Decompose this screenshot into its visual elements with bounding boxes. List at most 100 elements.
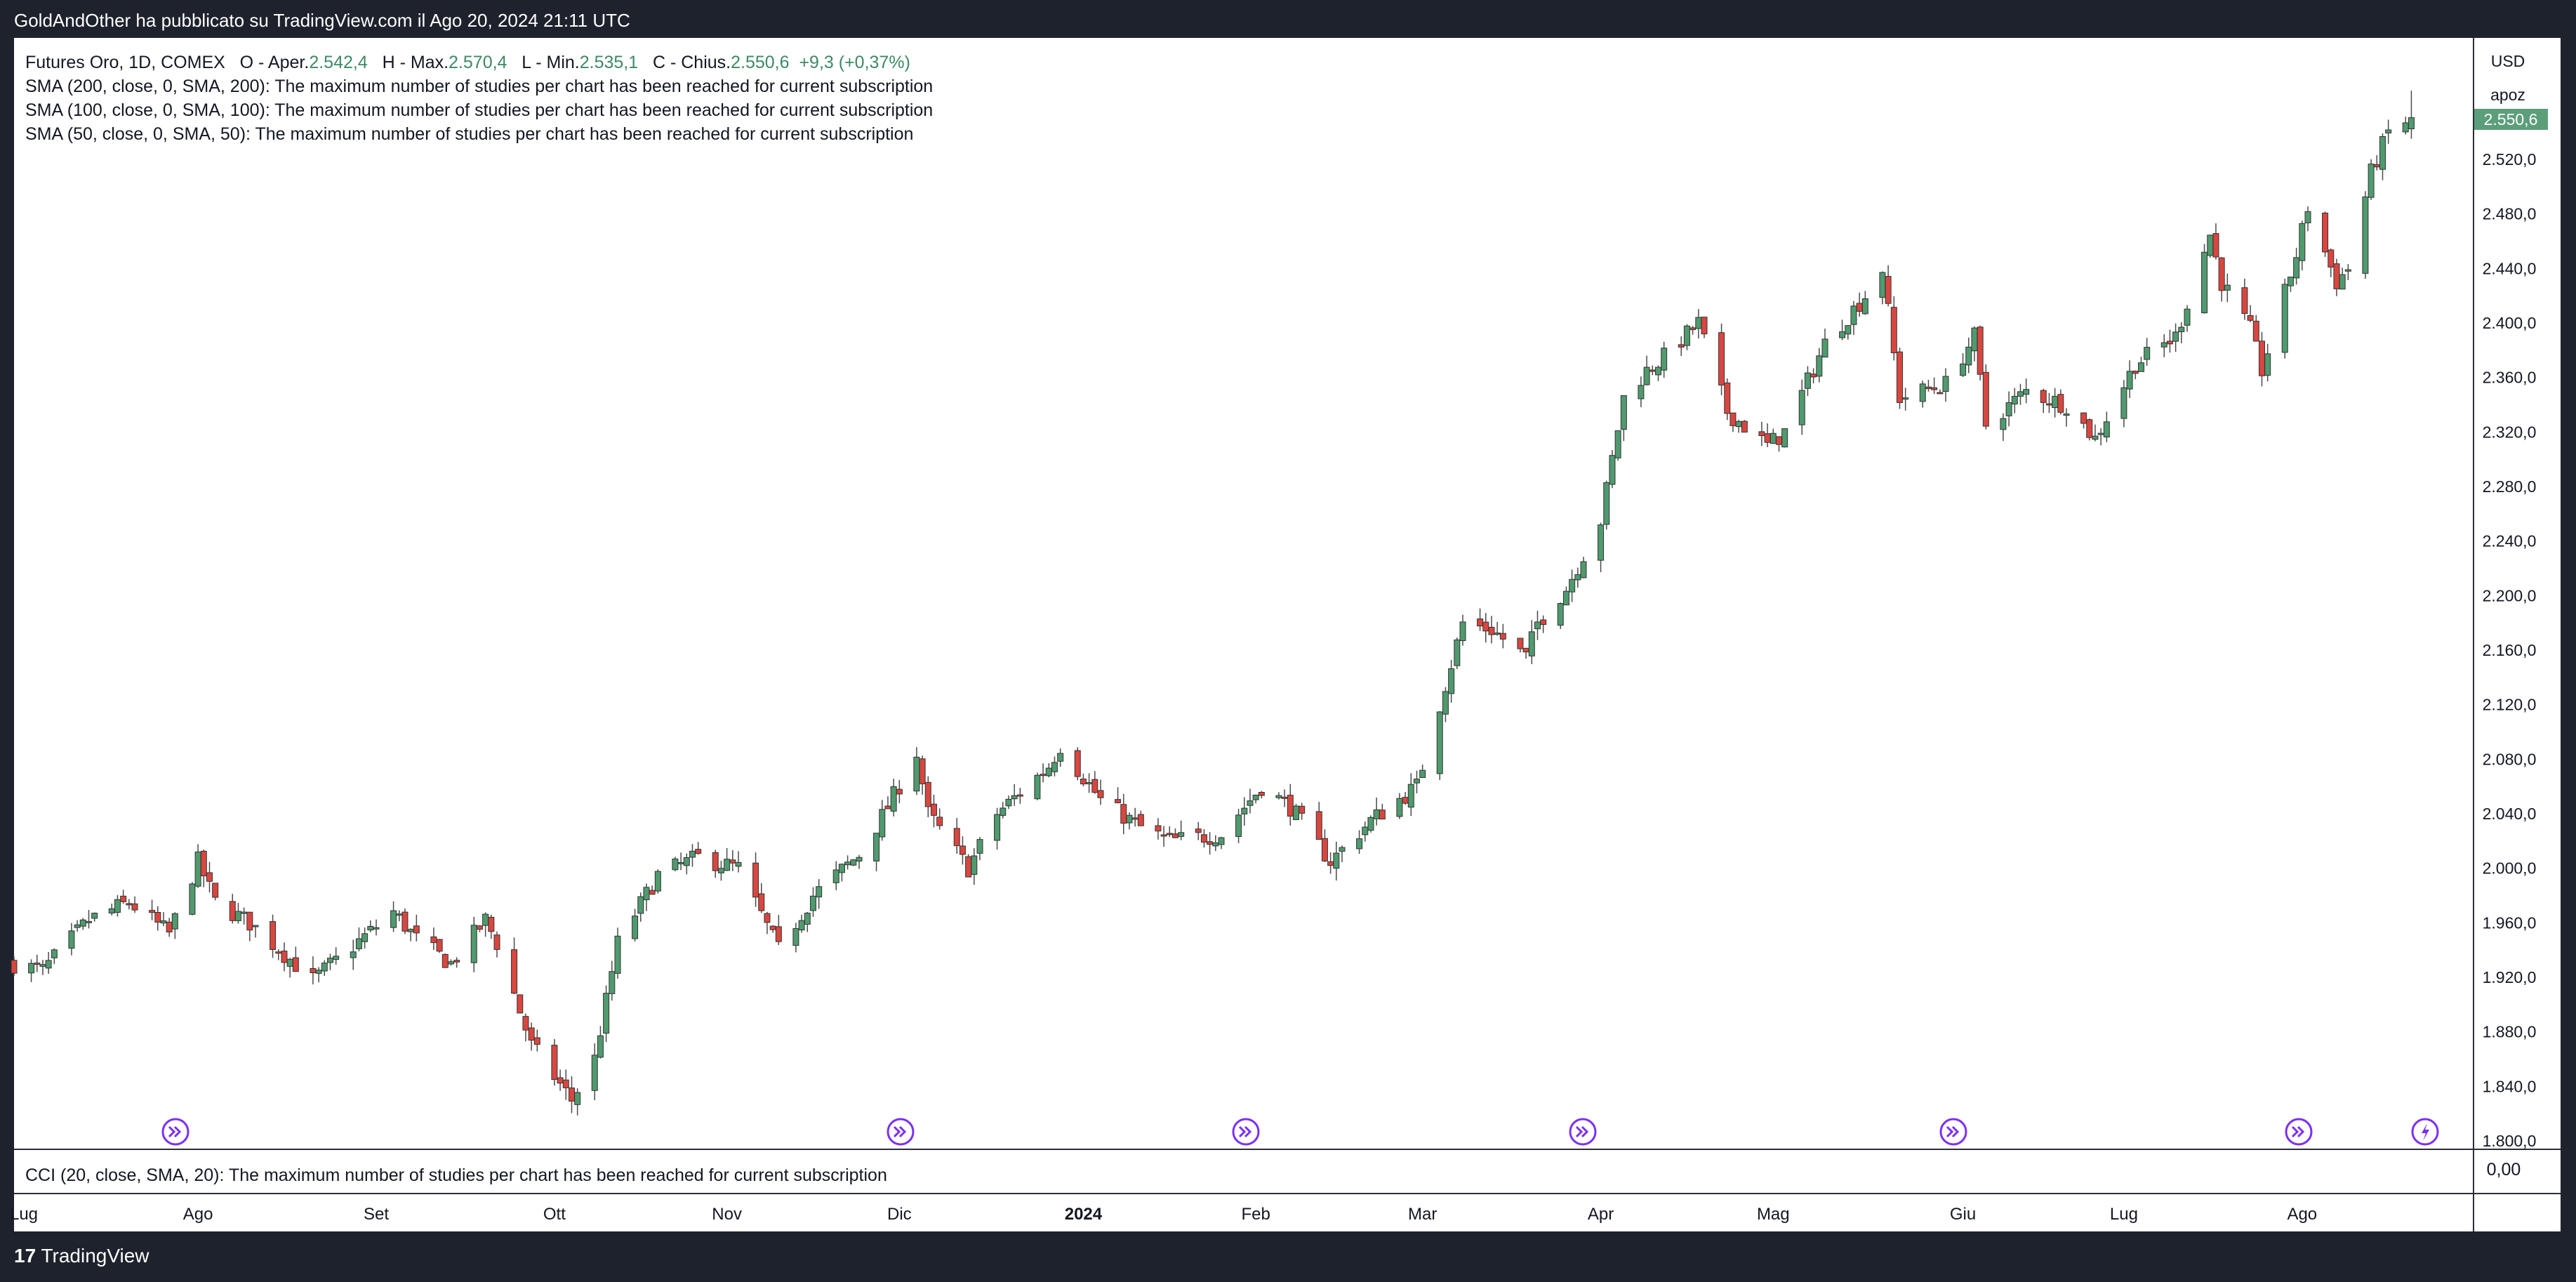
candle [856,854,863,869]
candle-body [1689,327,1697,331]
candle [315,967,322,983]
candle-body [1643,366,1650,385]
candle-body [798,920,805,931]
candle-body [1000,807,1007,816]
candle [1816,348,1823,383]
candle [212,883,219,901]
candle [603,985,610,1043]
candle-body [1200,834,1207,843]
candle-body [1367,817,1374,831]
study-sma-50[interactable]: SMA (50, close, 0, SMA, 50): The maximum… [25,124,914,144]
candle [1436,711,1443,780]
close-label: C - Chius. [652,53,731,72]
candle [1040,763,1047,783]
candle-body [166,921,173,933]
candle [775,915,782,946]
candle-body [373,927,380,930]
candle [994,807,1001,850]
candle-body [1292,805,1299,820]
candle [1016,788,1023,804]
candle-body [672,858,679,871]
candle-body [752,862,759,898]
y-tick-label: 2.120,0 [2483,696,2537,714]
candle-body [1861,298,1868,315]
candle-body [838,864,845,873]
y-tick-label: 2.000,0 [2483,859,2537,878]
candle [160,912,167,927]
candle-body [1333,852,1340,869]
study-cci[interactable]: CCI (20, close, SMA, 20): The maximum nu… [25,1165,887,1185]
candle-body [1454,639,1461,666]
candle-body [850,859,857,866]
candle-body [1315,811,1322,840]
candle [896,779,903,804]
candle [2218,257,2225,302]
candle-body [453,960,460,963]
candle-body [45,960,52,969]
candle [758,883,765,913]
close-value: 2.550,6 [731,53,790,72]
study-sma-200[interactable]: SMA (200, close, 0, SMA, 200): The maxim… [25,77,934,96]
candle-body [1735,421,1742,428]
candle-body [2052,395,2059,409]
candle-body [1499,633,1506,640]
candle-body [609,971,616,994]
candle [2097,428,2104,446]
dividend-arrow-icon [1232,1118,1260,1146]
candle [476,925,483,932]
price-axis[interactable] [2473,38,2562,1231]
candle-body [1131,817,1138,820]
candle [1960,353,1967,378]
candle-body [281,951,288,963]
lightning-icon-glyph [2422,1123,2429,1141]
tradingview-logo[interactable]: 17 TradingView [14,1245,150,1267]
candle-body [1931,387,1938,390]
candle-body [275,951,282,954]
candle-body [511,949,518,994]
candle-body [2017,391,2024,397]
candle-body [1011,795,1018,800]
y-tick-label: 2.280,0 [2483,477,2537,496]
study-sma-100[interactable]: SMA (100, close, 0, SMA, 100): The maxim… [25,100,934,120]
candle-body [1764,433,1771,443]
dividend-arrow-icon [161,1118,190,1146]
candle [717,860,724,881]
candle [2344,264,2351,280]
candle-body [1534,621,1541,630]
candle-body [1379,809,1386,820]
candle-body [2304,211,2311,223]
candle-body [1977,326,1984,375]
candle-body [108,908,115,914]
candle-body [2264,353,2271,376]
candle [591,1043,598,1101]
candle-body [2385,129,2392,133]
candle-body [206,872,213,882]
open-value: 2.542,4 [309,53,368,72]
candle [74,920,81,932]
candle [171,912,178,939]
candle-body [246,911,253,931]
dividend-arrow-icon-glyph [1575,1125,1589,1138]
candle [1770,428,1777,444]
candle-body [775,926,782,942]
candle [1494,621,1501,636]
candle [832,861,839,890]
candle-body [1919,383,1926,402]
x-tick-label: Mag [1757,1205,1790,1224]
candle-body [2322,212,2329,253]
chart-panel[interactable] [14,38,2473,1231]
candle [2178,322,2185,343]
candle [1281,789,1288,807]
candle-body [91,913,98,919]
candle-body [160,920,167,924]
candle [1074,747,1081,781]
candle [2166,329,2173,353]
candle-body [11,960,18,974]
y-axis-ticks: 1.800,0 1.840,0 1.880,0 1.920,0 1.960,0 2.000… [2483,150,2537,1150]
candle-body [597,1035,604,1058]
candle [1327,852,1334,874]
candle [1051,756,1058,777]
candle-body [832,869,839,883]
candle [838,863,845,882]
